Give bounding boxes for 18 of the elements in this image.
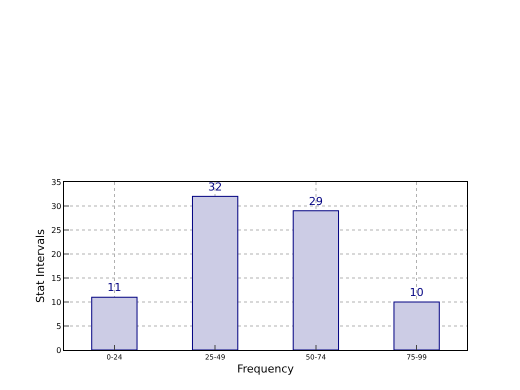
y-tick-label: 15 (51, 274, 62, 283)
y-axis-title: Stat Intervals (34, 228, 47, 303)
y-tick-label: 20 (51, 250, 62, 259)
y-tick-label: 0 (56, 346, 62, 355)
y-tick-label: 5 (56, 322, 62, 331)
y-tick-label: 30 (51, 202, 62, 211)
bar (192, 196, 238, 350)
data-label: 11 (107, 281, 122, 294)
bar (292, 210, 340, 350)
x-axis-title: Frequency (237, 362, 294, 376)
y-tick-label: 10 (51, 298, 62, 307)
bar (393, 302, 440, 350)
y-tick-label: 35 (51, 178, 62, 187)
bar (91, 296, 138, 350)
y-tick-label: 25 (51, 226, 62, 235)
data-label: 32 (208, 180, 222, 194)
data-label: 29 (308, 194, 323, 208)
data-label: 10 (410, 286, 424, 299)
